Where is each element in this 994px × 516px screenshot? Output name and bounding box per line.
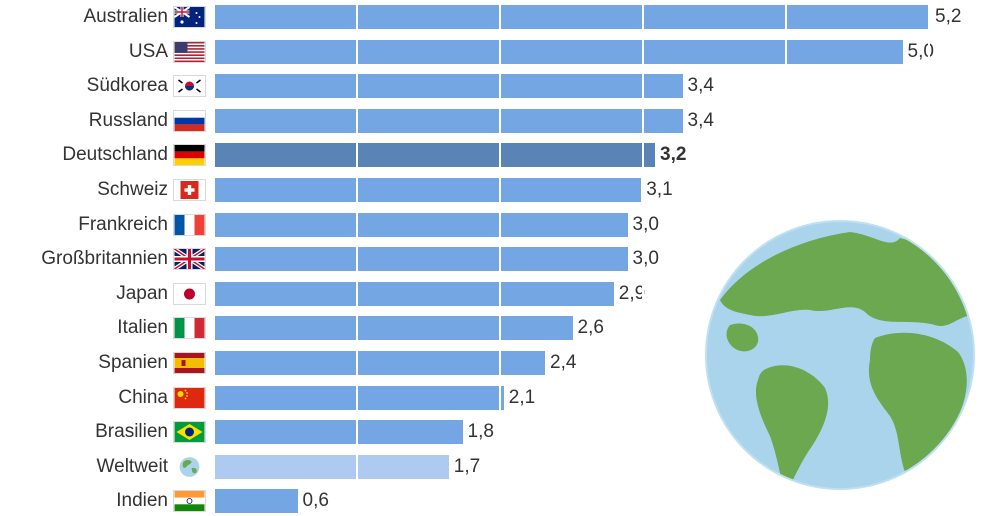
category-label: Russland: [88, 109, 168, 131]
flag-germany-icon: [173, 144, 206, 167]
bar: [215, 247, 628, 272]
bar: [215, 454, 449, 479]
data-label: 3,4: [687, 75, 714, 97]
data-label: 3,1: [646, 179, 673, 200]
gridline: [499, 0, 501, 516]
category-label: Südkorea: [86, 75, 168, 97]
bar: [215, 178, 642, 202]
flag-brazil-icon: [173, 421, 206, 444]
data-label: 5,2: [935, 6, 962, 27]
flag-spain-icon: [173, 352, 206, 374]
data-label: 3,0: [632, 213, 659, 235]
bar: [215, 74, 683, 99]
data-label: 2,1: [508, 386, 536, 408]
data-label: 2,9: [618, 282, 646, 304]
data-label: 5,0: [907, 40, 934, 62]
bar: [215, 385, 504, 410]
data-label: 2,6: [577, 317, 604, 339]
flag-japan-icon: [173, 282, 206, 305]
gridline: [356, 0, 358, 516]
flag-south-korea-icon: [173, 75, 206, 98]
data-label: 3,2: [660, 144, 687, 166]
bar: [215, 351, 545, 375]
flag-china-icon: [173, 386, 206, 409]
globe-icon: [173, 455, 206, 478]
data-label: 2,4: [550, 352, 577, 373]
flag-russia-icon: [173, 109, 206, 132]
globe-illustration-icon: [700, 220, 980, 495]
data-label: 0,6: [302, 490, 329, 512]
flag-usa-icon: [173, 40, 206, 63]
category-label: Brasilien: [95, 421, 168, 443]
flag-uk-icon: [173, 248, 206, 271]
bar: [215, 108, 683, 133]
bar: [215, 39, 903, 64]
flag-india-icon: [173, 490, 206, 513]
category-label: Italien: [117, 317, 168, 339]
category-label: Spanien: [98, 352, 168, 373]
category-label: Schweiz: [97, 179, 168, 200]
gridline: [642, 0, 644, 516]
data-label: 1,7: [453, 455, 481, 477]
category-label: Australien: [83, 6, 169, 27]
bar: [215, 281, 614, 306]
flag-australia-icon: [173, 6, 206, 28]
category-label: Großbritannien: [41, 248, 168, 270]
flag-italy-icon: [173, 317, 206, 340]
data-label: 3,0: [632, 248, 659, 270]
category-label: Weltweit: [96, 455, 168, 477]
category-label: Indien: [116, 490, 168, 512]
category-label: Deutschland: [62, 144, 168, 166]
category-label: China: [118, 386, 168, 408]
data-label: 1,8: [467, 421, 494, 443]
bar: [215, 143, 655, 168]
bar: [215, 489, 298, 514]
flag-france-icon: [173, 213, 206, 236]
bar: [215, 5, 930, 29]
category-label: Frankreich: [78, 213, 168, 235]
bar: [215, 420, 463, 445]
bar: [215, 212, 628, 237]
category-label: Japan: [116, 282, 168, 304]
flag-switzerland-icon: [173, 179, 206, 201]
bar: [215, 316, 573, 341]
category-label: USA: [128, 40, 168, 62]
data-label: 3,4: [687, 109, 714, 131]
